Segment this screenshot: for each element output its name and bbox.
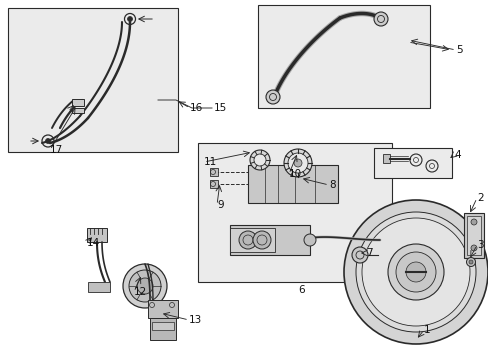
Circle shape bbox=[395, 252, 435, 292]
Text: 11: 11 bbox=[203, 157, 217, 167]
Bar bbox=[382, 154, 389, 163]
Text: 7: 7 bbox=[365, 248, 372, 258]
Circle shape bbox=[373, 12, 387, 26]
Circle shape bbox=[284, 149, 311, 177]
Text: 15: 15 bbox=[214, 103, 227, 113]
Text: 8: 8 bbox=[328, 180, 335, 190]
Bar bbox=[72, 108, 84, 113]
Circle shape bbox=[253, 154, 265, 166]
Bar bbox=[209, 180, 218, 188]
Circle shape bbox=[470, 245, 476, 251]
Circle shape bbox=[355, 212, 475, 332]
Circle shape bbox=[361, 218, 469, 326]
Text: 6: 6 bbox=[297, 285, 304, 295]
Circle shape bbox=[304, 234, 315, 246]
Text: 2: 2 bbox=[476, 193, 483, 203]
Bar bbox=[150, 318, 176, 340]
Circle shape bbox=[351, 247, 367, 263]
Text: 12: 12 bbox=[134, 287, 147, 297]
Text: 3: 3 bbox=[476, 240, 483, 250]
Circle shape bbox=[466, 257, 474, 266]
Circle shape bbox=[387, 244, 443, 300]
Bar bbox=[88, 282, 110, 292]
Circle shape bbox=[239, 231, 257, 249]
Text: 1: 1 bbox=[423, 325, 430, 335]
Text: 17: 17 bbox=[50, 145, 63, 155]
Circle shape bbox=[137, 278, 153, 294]
Circle shape bbox=[252, 231, 270, 249]
Text: 4: 4 bbox=[453, 150, 460, 160]
Bar bbox=[229, 228, 274, 252]
Bar bbox=[209, 168, 218, 176]
Bar bbox=[8, 8, 178, 152]
Text: 9: 9 bbox=[217, 200, 223, 210]
Circle shape bbox=[127, 17, 132, 22]
Circle shape bbox=[468, 260, 472, 264]
Text: 14: 14 bbox=[87, 238, 100, 248]
Circle shape bbox=[287, 153, 307, 173]
Circle shape bbox=[265, 90, 280, 104]
Bar bbox=[72, 99, 84, 106]
Bar bbox=[373, 148, 451, 178]
Text: 10: 10 bbox=[288, 169, 302, 179]
Circle shape bbox=[293, 159, 302, 167]
Bar bbox=[229, 225, 309, 255]
Circle shape bbox=[470, 219, 476, 225]
Bar bbox=[247, 165, 337, 203]
Circle shape bbox=[123, 264, 167, 308]
Bar bbox=[463, 213, 483, 258]
Text: 13: 13 bbox=[189, 315, 202, 325]
Bar bbox=[152, 322, 174, 330]
Bar bbox=[87, 228, 107, 242]
Circle shape bbox=[129, 270, 161, 302]
Bar bbox=[198, 143, 391, 282]
Bar bbox=[258, 5, 429, 108]
Text: 5: 5 bbox=[455, 45, 462, 55]
Circle shape bbox=[249, 150, 269, 170]
Circle shape bbox=[405, 262, 425, 282]
Text: 16: 16 bbox=[190, 103, 203, 113]
Circle shape bbox=[343, 200, 487, 344]
Circle shape bbox=[45, 139, 50, 144]
Bar bbox=[148, 300, 178, 318]
Bar bbox=[466, 216, 480, 255]
